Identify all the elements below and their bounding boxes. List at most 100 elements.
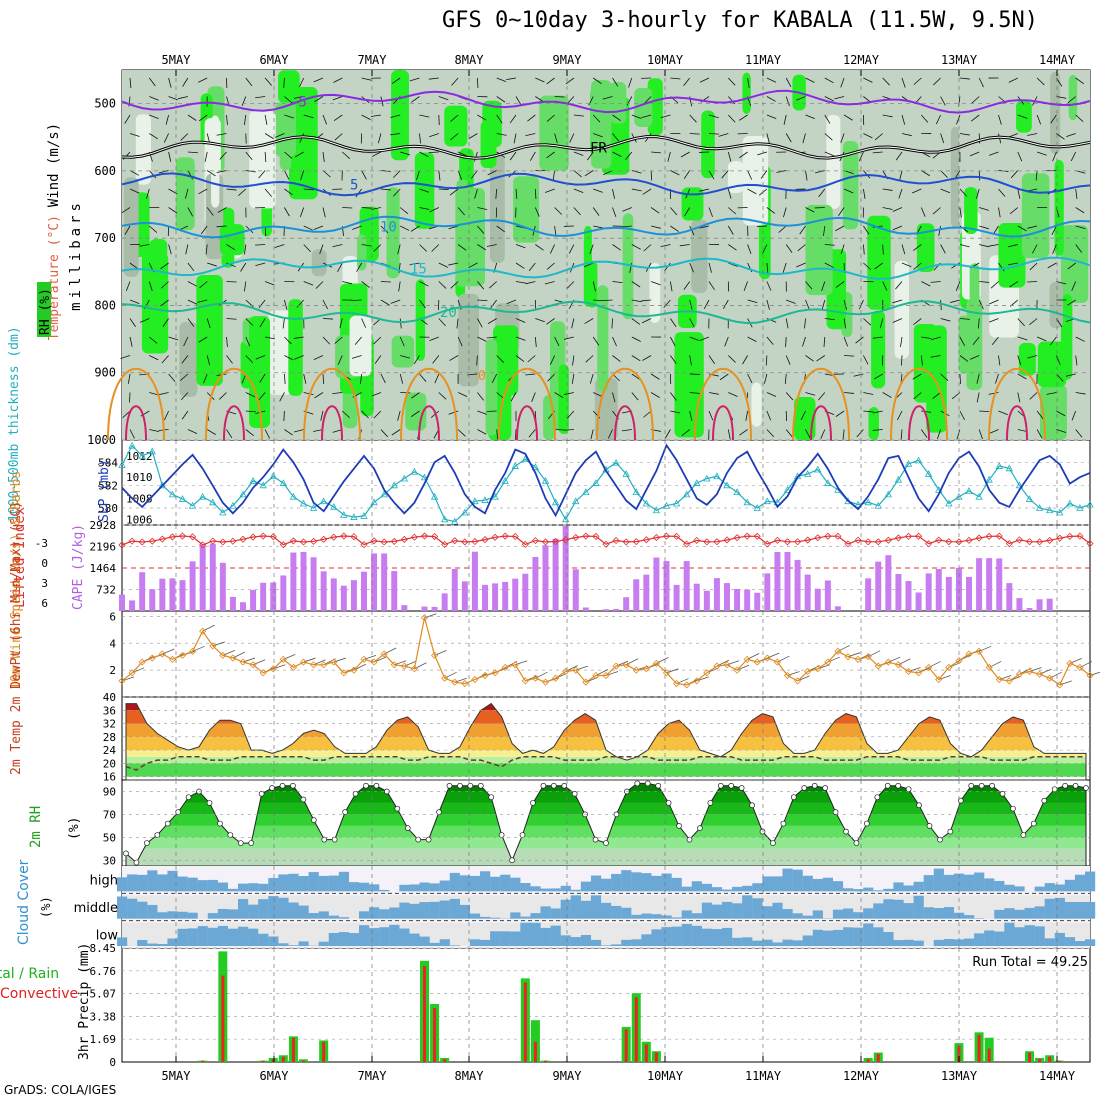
- cape-bar: [431, 606, 438, 611]
- cape-bar: [1026, 608, 1033, 611]
- cloud-cell: [772, 876, 783, 892]
- wind-barb: [160, 262, 169, 270]
- wind-barb: [361, 410, 369, 419]
- thickness-point: [1045, 506, 1054, 514]
- rh-cell: [622, 213, 634, 320]
- cloud-cell: [752, 898, 763, 919]
- wind-barb: [510, 392, 517, 402]
- cloud-cell: [732, 937, 743, 946]
- cape-bar: [532, 556, 539, 611]
- wind-barb: [477, 207, 488, 211]
- wind-speed-point: [531, 674, 539, 682]
- wind-barb: [977, 318, 980, 329]
- rh-point: [728, 782, 735, 789]
- cloud-cell: [893, 899, 904, 919]
- wind-barb: [631, 355, 641, 362]
- wind-barb: [708, 133, 720, 135]
- li-point: [834, 532, 842, 540]
- wind-barb: [332, 392, 343, 395]
- wind-barb: [187, 114, 197, 121]
- wind-barb: [823, 336, 826, 347]
- wind-barb: [940, 299, 942, 311]
- wind-barb: [882, 114, 893, 118]
- cloud-cell: [802, 875, 813, 892]
- rh-unit-label: (%): [67, 817, 82, 840]
- wind-barb: [738, 114, 748, 121]
- rh-cell: [950, 126, 959, 228]
- wind-barb: [593, 299, 604, 302]
- cloud-cell: [137, 940, 148, 946]
- rh-point: [373, 782, 380, 789]
- li-point: [572, 533, 580, 542]
- thickness-point: [531, 463, 540, 471]
- wind-barb: [216, 170, 227, 174]
- wind-speed-point: [915, 669, 923, 677]
- hot-isotherm-loop: [908, 405, 930, 441]
- cloud-cell: [822, 930, 834, 946]
- wind-barb: [921, 170, 931, 177]
- wind-barb: [863, 392, 874, 395]
- hot-isotherm-loop: [321, 405, 343, 441]
- rh-point: [342, 809, 348, 815]
- wind-barb: [670, 170, 680, 176]
- wind-barb: [1075, 244, 1083, 253]
- cloud-cell: [439, 939, 450, 946]
- wind-barb: [892, 225, 903, 231]
- cape-bar: [310, 557, 317, 611]
- li-point: [703, 538, 711, 546]
- warm-isotherm-loop: [694, 367, 752, 441]
- cloud-cell: [1004, 884, 1015, 892]
- wind-barb: [689, 392, 700, 394]
- thickness-point: [380, 490, 388, 498]
- rh-point: [519, 832, 526, 838]
- wind-barb: [863, 188, 866, 199]
- li-point: [662, 532, 671, 540]
- wind-barb: [1036, 114, 1042, 125]
- wind-barb: [322, 151, 325, 162]
- cloud-cell: [1004, 922, 1015, 946]
- top-date-label: 8MAY: [455, 53, 485, 67]
- wind-barb: [293, 429, 304, 433]
- cloud-cell: [288, 873, 299, 892]
- wind-barb: [120, 355, 131, 359]
- wind-barb: [457, 244, 467, 251]
- li-point: [1076, 532, 1084, 540]
- cloud-cell: [298, 876, 309, 892]
- wind-speed-point: [471, 675, 479, 684]
- warm-isotherm-loop: [400, 367, 458, 441]
- wind-barb: [683, 170, 691, 180]
- li-point: [995, 532, 1003, 540]
- cloud-cell: [389, 924, 400, 946]
- cape-bar: [169, 578, 176, 611]
- legend-total-rain: Total / Rain: [0, 966, 59, 982]
- cloud-cell: [802, 915, 813, 919]
- wind-barb: [932, 392, 941, 399]
- wind-barb: [631, 392, 639, 401]
- cape-bar: [976, 558, 983, 611]
- precip-convective-bar: [624, 1029, 628, 1062]
- precip-convective-bar: [433, 1008, 437, 1062]
- li-point: [431, 532, 439, 541]
- rh-point: [655, 782, 662, 789]
- wind-barb: [129, 299, 140, 305]
- cape-ytick: 2928: [90, 519, 117, 532]
- wind-barb: [699, 336, 710, 342]
- wind-barb: [1036, 77, 1045, 86]
- warm-isotherm-loop: [792, 367, 850, 441]
- wind-barb: [1017, 114, 1028, 119]
- wind-speed-point: [158, 650, 166, 658]
- cloud-cell: [681, 923, 692, 946]
- rh-cell: [805, 204, 833, 296]
- precip-convective-bar: [523, 982, 527, 1062]
- wind-barb: [284, 299, 288, 310]
- rh-cell: [249, 316, 270, 428]
- wind-barb: [584, 318, 594, 324]
- wind-barb: [747, 244, 752, 255]
- wind-barb: [374, 355, 382, 364]
- cloud-cell: [500, 931, 511, 946]
- wind-barb: [940, 170, 948, 178]
- hot-isotherm-loop: [712, 405, 734, 441]
- wind-barb: [1075, 225, 1086, 229]
- wind-barb: [882, 77, 890, 86]
- cloud-cell: [913, 940, 924, 946]
